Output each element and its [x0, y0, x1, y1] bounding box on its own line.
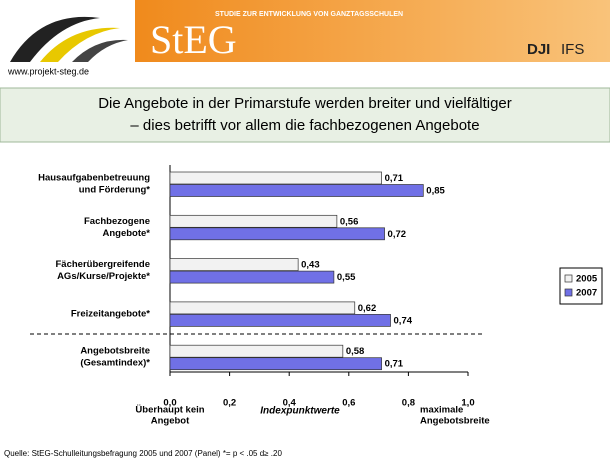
- x-axis-label: Indexpunktwerte: [260, 406, 340, 417]
- chart-title: Die Angebote in der Primarstufe werden b…: [98, 95, 512, 112]
- logo-arc: [10, 16, 100, 62]
- bar: [169, 270, 335, 284]
- x-axis-note: maximale: [420, 405, 463, 416]
- legend-swatch: [564, 274, 573, 283]
- bar: [169, 227, 385, 241]
- bar: [169, 214, 338, 228]
- x-tick-label: 0,4: [283, 398, 297, 409]
- bar: [169, 314, 391, 327]
- legend-swatch: [564, 288, 573, 297]
- category-label: Fächerübergreifende: [56, 259, 151, 270]
- header-logo: StEG: [150, 17, 237, 62]
- value-label: 0,71: [385, 359, 404, 370]
- legend: [559, 267, 603, 305]
- bar: [169, 344, 344, 358]
- category-label: Hausaufgabenbetreuung: [38, 173, 150, 184]
- bar: [169, 171, 382, 185]
- category-label: Angebotsbreite: [80, 346, 150, 357]
- header-subtitle: STUDIE ZUR ENTWICKLUNG VON GANZTAGSSCHUL…: [215, 11, 403, 18]
- bar: [169, 357, 382, 371]
- value-label: 0,58: [346, 346, 365, 357]
- x-axis-note: Angebot: [151, 416, 190, 427]
- bar: [169, 184, 424, 197]
- category-label: und Förderung*: [79, 185, 151, 196]
- value-label: 0,71: [385, 173, 404, 184]
- x-tick-label: 0,6: [342, 398, 355, 409]
- x-axis-note: Überhaupt kein: [135, 405, 204, 416]
- value-label: 0,72: [388, 229, 407, 240]
- x-tick-label: 1,0: [461, 398, 474, 409]
- title-band: [0, 87, 610, 143]
- partner-logo: IFS: [561, 41, 584, 58]
- category-label: (Gesamtindex)*: [80, 358, 150, 369]
- logo-arc: [40, 27, 120, 62]
- value-label: 0,85: [426, 186, 445, 197]
- value-label: 0,56: [340, 216, 359, 227]
- value-label: 0,62: [358, 303, 377, 314]
- bar: [169, 301, 356, 315]
- legend-label: 2005: [576, 274, 598, 285]
- value-label: 0,43: [301, 260, 320, 271]
- category-label: AGs/Kurse/Projekte*: [57, 271, 150, 282]
- category-label: Fachbezogene: [84, 216, 150, 227]
- value-label: 0,74: [394, 315, 413, 326]
- footer-source: Quelle: StEG-Schulleitungsbefragung 2005…: [4, 449, 282, 458]
- x-tick-label: 0,8: [402, 398, 415, 409]
- legend-label: 2007: [576, 288, 597, 299]
- x-tick-label: 0,2: [223, 398, 236, 409]
- x-tick-label: 0,0: [163, 398, 176, 409]
- logo-arc: [72, 39, 128, 62]
- header-banner: [135, 0, 610, 62]
- category-label: Freizeitangebote*: [71, 308, 150, 319]
- partner-logo: DJI: [527, 41, 550, 58]
- value-label: 0,55: [337, 272, 356, 283]
- bar: [169, 258, 299, 271]
- chart-title: – dies betrifft vor allem die fachbezoge…: [130, 117, 479, 134]
- x-axis-note: Angebotsbreite: [420, 416, 490, 427]
- category-label: Angebote*: [103, 228, 151, 239]
- header-url: www.projekt-steg.de: [7, 66, 89, 76]
